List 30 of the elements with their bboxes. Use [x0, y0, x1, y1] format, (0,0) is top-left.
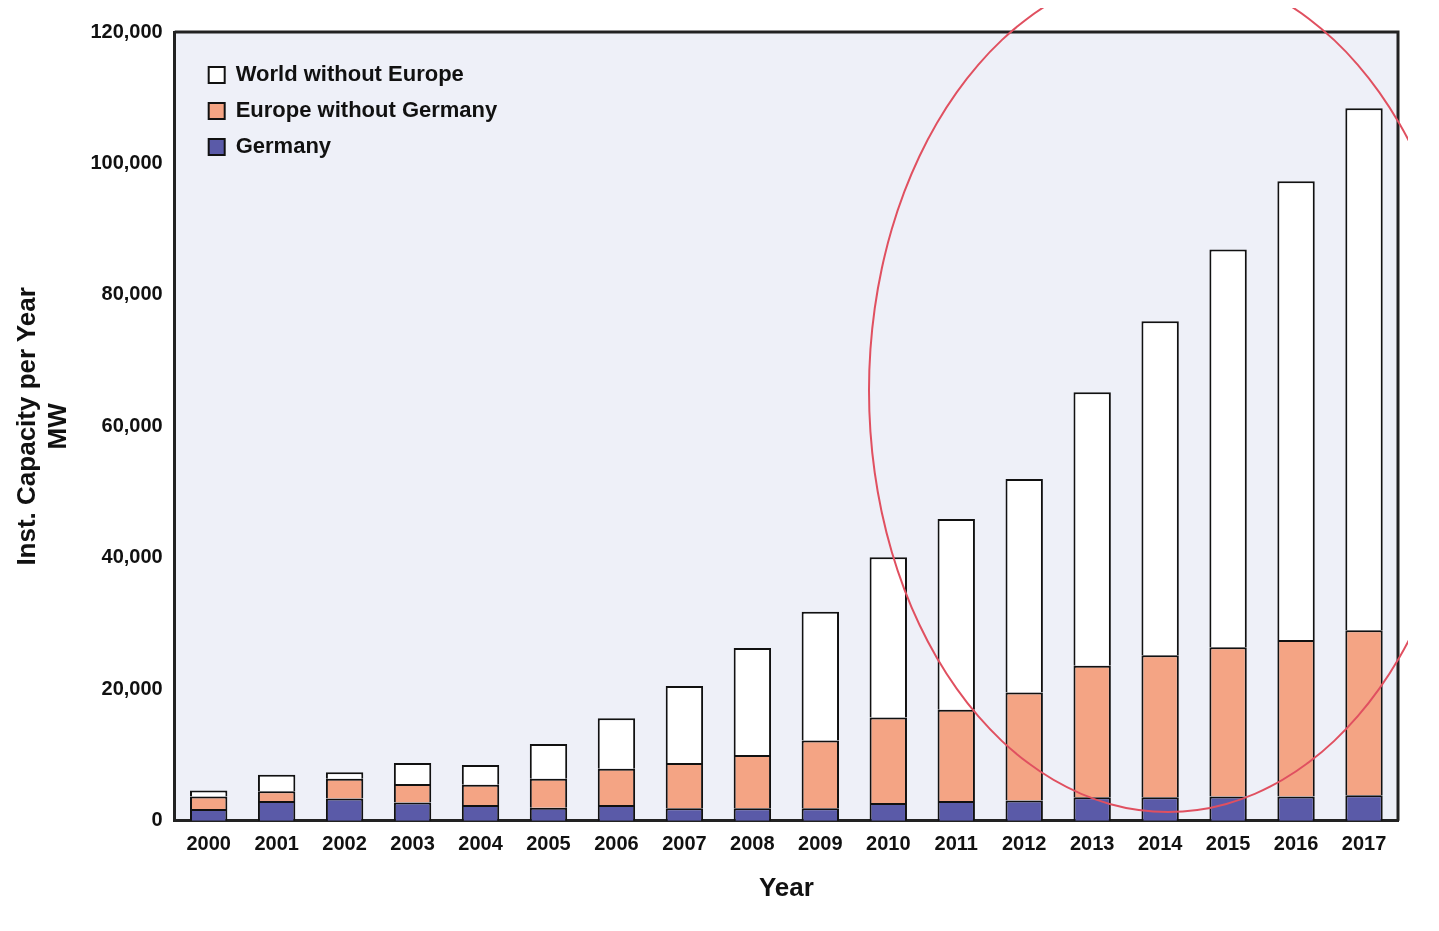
x-tick-label: 2013	[1069, 832, 1115, 855]
x-tick-label: 2010	[866, 832, 911, 855]
legend-label: Germany	[235, 133, 332, 159]
y-tick-label: 120,000	[90, 19, 163, 42]
x-tick-label: 2011	[934, 832, 978, 855]
x-tick-label: 2012	[1001, 832, 1047, 855]
y-tick-label: 20,000	[101, 676, 163, 699]
x-axis-title: Year	[758, 871, 814, 902]
y-tick-label: 100,000	[90, 150, 163, 173]
x-tick-label: 2006	[594, 832, 639, 855]
x-tick-label: 2009	[798, 832, 843, 855]
x-tick-label: 2004	[458, 832, 504, 855]
legend-label: Europe without Germany	[235, 97, 499, 123]
y-tick-label: 60,000	[101, 413, 163, 436]
x-tick-label: 2005	[526, 832, 571, 855]
y-tick-label: 80,000	[101, 282, 163, 305]
x-tick-label: 2017	[1341, 832, 1387, 855]
x-tick-label: 2008	[730, 832, 775, 855]
x-tick-label: 2000	[186, 832, 231, 855]
y-tick-label: 0	[151, 808, 163, 831]
legend-label: World without Europe	[235, 61, 464, 87]
x-tick-label: 2003	[390, 832, 435, 855]
x-tick-label: 2014	[1137, 832, 1184, 855]
x-tick-label: 2015	[1205, 832, 1251, 855]
y-axis-title: Inst. Capacity per Year MW	[10, 287, 72, 566]
x-tick-label: 2016	[1273, 832, 1319, 855]
x-tick-label: 2002	[322, 832, 367, 855]
x-tick-label: 2007	[662, 832, 707, 855]
y-tick-label: 40,000	[101, 545, 163, 568]
x-tick-label: 2001	[254, 832, 299, 855]
